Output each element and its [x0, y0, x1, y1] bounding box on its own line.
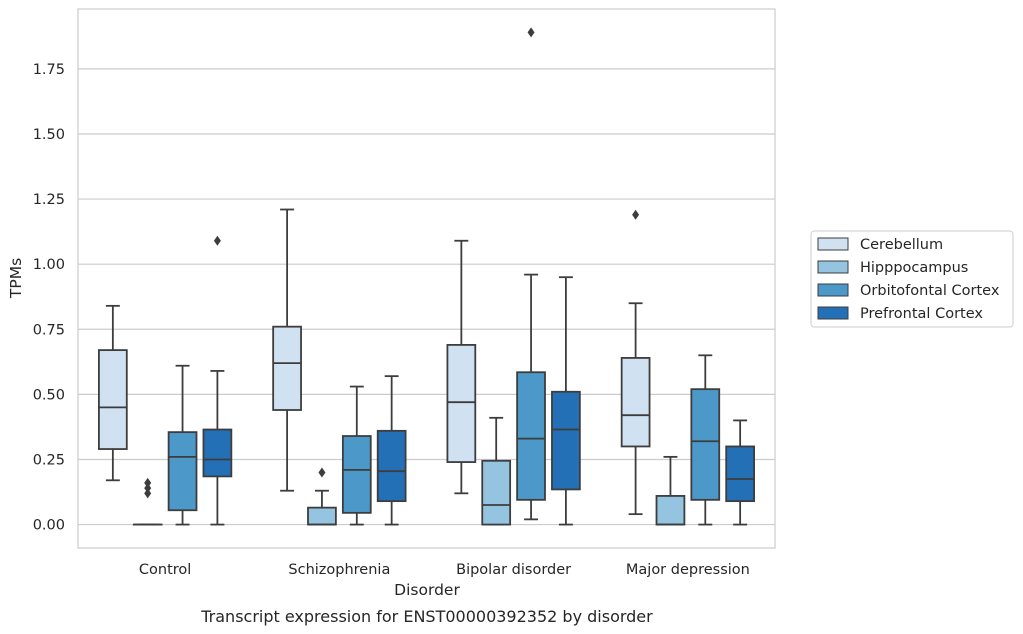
box-iqr: [551, 390, 581, 491]
box-iqr: [272, 325, 302, 411]
box-iqr: [620, 357, 651, 448]
x-axis-title: Disorder: [394, 581, 460, 599]
x-tick-label: Control: [139, 562, 191, 578]
legend-swatch: [817, 260, 849, 274]
x-tick-label: Major depression: [626, 562, 750, 578]
box-iqr: [516, 371, 546, 501]
y-tick-label: 0.25: [33, 452, 65, 468]
box-iqr: [167, 431, 198, 512]
box-cerebellum: [272, 208, 302, 492]
x-tick-labels: Control Schizophrenia Bipolar disorder Majo…: [139, 562, 750, 578]
outlier-point: [144, 488, 152, 499]
outlier-point: [632, 209, 640, 220]
box-orbitofontal-cortex: [690, 354, 721, 526]
box-prefrontal-cortex: [376, 375, 407, 526]
y-tick-label: 1.25: [33, 192, 65, 208]
box-hipppocampus: [307, 467, 337, 526]
box-iqr: [655, 495, 686, 526]
box-iqr: [341, 435, 372, 514]
legend-label: Hipppocampus: [860, 260, 968, 276]
outlier-point: [213, 235, 221, 246]
box-cerebellum: [620, 209, 651, 516]
outlier-point: [144, 483, 152, 494]
legend: Cerebellum Hipppocampus Orbitofontal Corte…: [810, 230, 1014, 328]
box-orbitofontal-cortex: [341, 385, 372, 526]
y-tick-label: 0.75: [33, 322, 65, 338]
box-cerebellum: [446, 239, 477, 495]
box-iqr: [446, 343, 477, 463]
box-orbitofontal-cortex: [167, 364, 198, 526]
legend-swatch: [817, 306, 849, 320]
boxes-layer: [98, 27, 755, 526]
legend-label: Prefrontal Cortex: [860, 306, 983, 322]
box-prefrontal-cortex: [725, 419, 755, 526]
outlier-point: [144, 477, 152, 488]
box-iqr: [690, 388, 721, 501]
box-iqr: [481, 459, 512, 526]
box-iqr: [202, 428, 233, 478]
legend-label: Cerebellum: [860, 237, 943, 253]
legend-frame: [810, 230, 1014, 328]
box-iqr: [725, 445, 755, 503]
box-hipppocampus: [481, 416, 512, 526]
x-tick-label: Schizophrenia: [288, 562, 390, 578]
legend-label: Orbitofontal Cortex: [860, 283, 1000, 299]
y-tick-labels: 0.00 0.25 0.50 0.75 1.00 1.25 1.50 1.75: [33, 62, 65, 534]
box-orbitofontal-cortex: [516, 27, 546, 521]
box-prefrontal-cortex: [551, 276, 581, 526]
y-tick-label: 1.75: [33, 62, 65, 78]
x-tick-label: Bipolar disorder: [456, 562, 571, 578]
box-iqr: [307, 506, 337, 526]
y-axis-title: TPMs: [7, 258, 25, 299]
box-iqr: [376, 429, 407, 503]
legend-swatch: [817, 237, 849, 251]
legend-swatch: [817, 283, 849, 297]
outlier-point: [527, 27, 535, 38]
box-hipppocampus: [655, 455, 686, 526]
box-prefrontal-cortex: [202, 235, 233, 526]
y-tick-label: 0.00: [33, 518, 65, 534]
plot-frame: [77, 8, 776, 549]
outlier-point: [318, 467, 326, 478]
box-hipppocampus: [132, 477, 163, 526]
y-tick-label: 1.00: [33, 257, 65, 273]
box-iqr: [98, 349, 128, 450]
box-cerebellum: [98, 304, 128, 482]
y-tick-label: 0.50: [33, 387, 65, 403]
y-tick-label: 1.50: [33, 127, 65, 143]
legend-items: Cerebellum Hipppocampus Orbitofontal Corte…: [817, 237, 1000, 322]
chart-caption: Transcript expression for ENST0000039235…: [200, 607, 653, 626]
